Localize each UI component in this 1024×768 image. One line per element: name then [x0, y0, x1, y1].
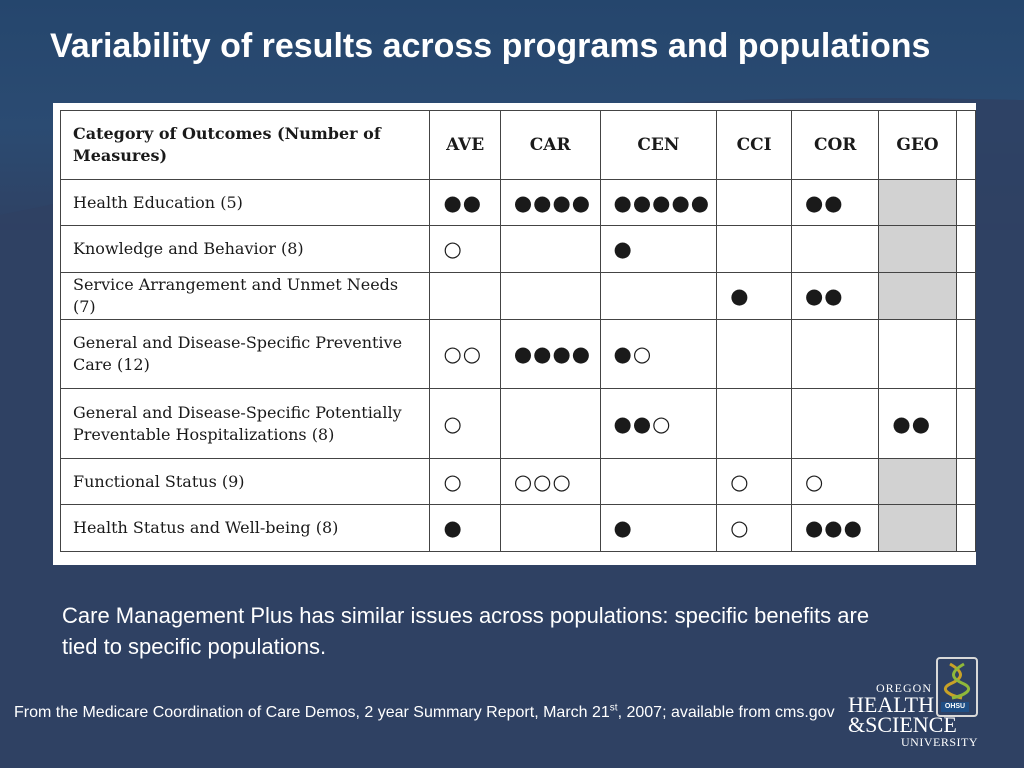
cell-geo: ●● [878, 388, 957, 459]
cell-cci [716, 319, 792, 389]
slide-body-text: Care Management Plus has similar issues … [62, 603, 870, 659]
cell-cci: ○ [716, 504, 792, 552]
cell-cen: ● [599, 504, 718, 552]
logo-line-science: &SCIENCE [848, 712, 957, 737]
cell-geo [878, 225, 957, 273]
cell-cor: ●● [790, 272, 880, 320]
cell-cor [790, 319, 880, 389]
cell-geo [878, 458, 957, 505]
cell-car: ●●●● [499, 319, 601, 389]
cell-cen [599, 458, 718, 505]
cell-cut [955, 504, 976, 552]
cell-car: ●●●● [499, 179, 601, 226]
cell-car: ○○○ [499, 458, 601, 505]
cell-cor [790, 388, 880, 459]
cell-ave: ○ [429, 225, 501, 273]
cell-cut [955, 179, 976, 226]
cell-geo [878, 319, 957, 389]
cell-cci: ● [716, 272, 792, 320]
table-row: Health Education (5) ●● ●●●● ●●●●● ●● [59, 179, 976, 226]
cell-geo [878, 504, 957, 552]
ohsu-emblem-icon: OHSU [936, 657, 978, 717]
table-row: Functional Status (9) ○ ○○○ ○ ○ [59, 458, 976, 505]
table-row: Knowledge and Behavior (8) ○ ● [59, 225, 976, 273]
cell-cut [955, 388, 976, 459]
outcomes-table: Category of Outcomes (Number of Measures… [59, 110, 976, 552]
cell-cor: ●● [790, 179, 880, 226]
double-helix-icon [943, 662, 971, 700]
row-category: General and Disease-Specific Preventive … [59, 319, 431, 389]
table-row: General and Disease-Specific Potentially… [59, 388, 976, 459]
cell-cor: ○ [790, 458, 880, 505]
column-header-geo: GEO [878, 110, 957, 180]
logo-line-health: HEALTH [848, 692, 934, 717]
cell-car [499, 272, 601, 320]
cell-ave: ●● [429, 179, 501, 226]
column-header-cen: CEN [599, 110, 718, 180]
row-category: Functional Status (9) [59, 458, 431, 505]
row-category: Service Arrangement and Unmet Needs (7) [59, 272, 431, 320]
cell-cut [955, 272, 976, 320]
cell-cen: ●●●●● [599, 179, 718, 226]
table-header-row: Category of Outcomes (Number of Measures… [59, 110, 976, 180]
cell-cen: ● [599, 225, 718, 273]
column-header-cor: COR [790, 110, 880, 180]
logo-line-university: UNIVERSITY [901, 735, 978, 749]
cell-cut [955, 458, 976, 505]
row-category: Health Status and Well-being (8) [59, 504, 431, 552]
ohsu-tag: OHSU [941, 702, 969, 712]
cell-car [499, 388, 601, 459]
table-row: General and Disease-Specific Preventive … [59, 319, 976, 389]
ohsu-logo: OHSU OREGON HEALTH &SCIENCE UNIVERSITY [840, 655, 980, 755]
category-header: Category of Outcomes (Number of Measures… [59, 110, 431, 180]
cell-cci [716, 388, 792, 459]
column-header-car: CAR [499, 110, 601, 180]
cell-ave: ○○ [429, 319, 501, 389]
cell-cen [599, 272, 718, 320]
column-header-ave: AVE [429, 110, 501, 180]
cell-cci [716, 179, 792, 226]
cell-car [499, 225, 601, 273]
source-citation: From the Medicare Coordination of Care D… [14, 701, 844, 725]
row-category: Knowledge and Behavior (8) [59, 225, 431, 273]
row-category: Health Education (5) [59, 179, 431, 226]
cell-cci [716, 225, 792, 273]
outcomes-table-image: Category of Outcomes (Number of Measures… [53, 103, 976, 565]
cell-cor: ●●● [790, 504, 880, 552]
cell-cen: ●○ [599, 319, 718, 389]
source-citation-main: From the Medicare Coordination of Care D… [14, 704, 610, 721]
cell-car [499, 504, 601, 552]
table-row: Service Arrangement and Unmet Needs (7) … [59, 272, 976, 320]
cell-ave: ○ [429, 458, 501, 505]
cell-cut [955, 319, 976, 389]
column-header-cci: CCI [716, 110, 792, 180]
column-header-cut [955, 110, 976, 180]
cell-ave: ○ [429, 388, 501, 459]
source-citation-end: , 2007; available from cms.gov [617, 704, 835, 721]
source-citation-superscript: st [609, 702, 618, 714]
slide-title: Variability of results across programs a… [50, 27, 931, 65]
cell-ave [429, 272, 501, 320]
cell-ave: ● [429, 504, 501, 552]
cell-cut [955, 225, 976, 273]
row-category: General and Disease-Specific Potentially… [59, 388, 431, 459]
cell-cen: ●●○ [599, 388, 718, 459]
cell-geo [878, 179, 957, 226]
cell-cci: ○ [716, 458, 792, 505]
logo-line-oregon: OREGON [876, 681, 932, 695]
table-row: Health Status and Well-being (8) ● ● ○ ●… [59, 504, 976, 552]
cell-cor [790, 225, 880, 273]
cell-geo [878, 272, 957, 320]
